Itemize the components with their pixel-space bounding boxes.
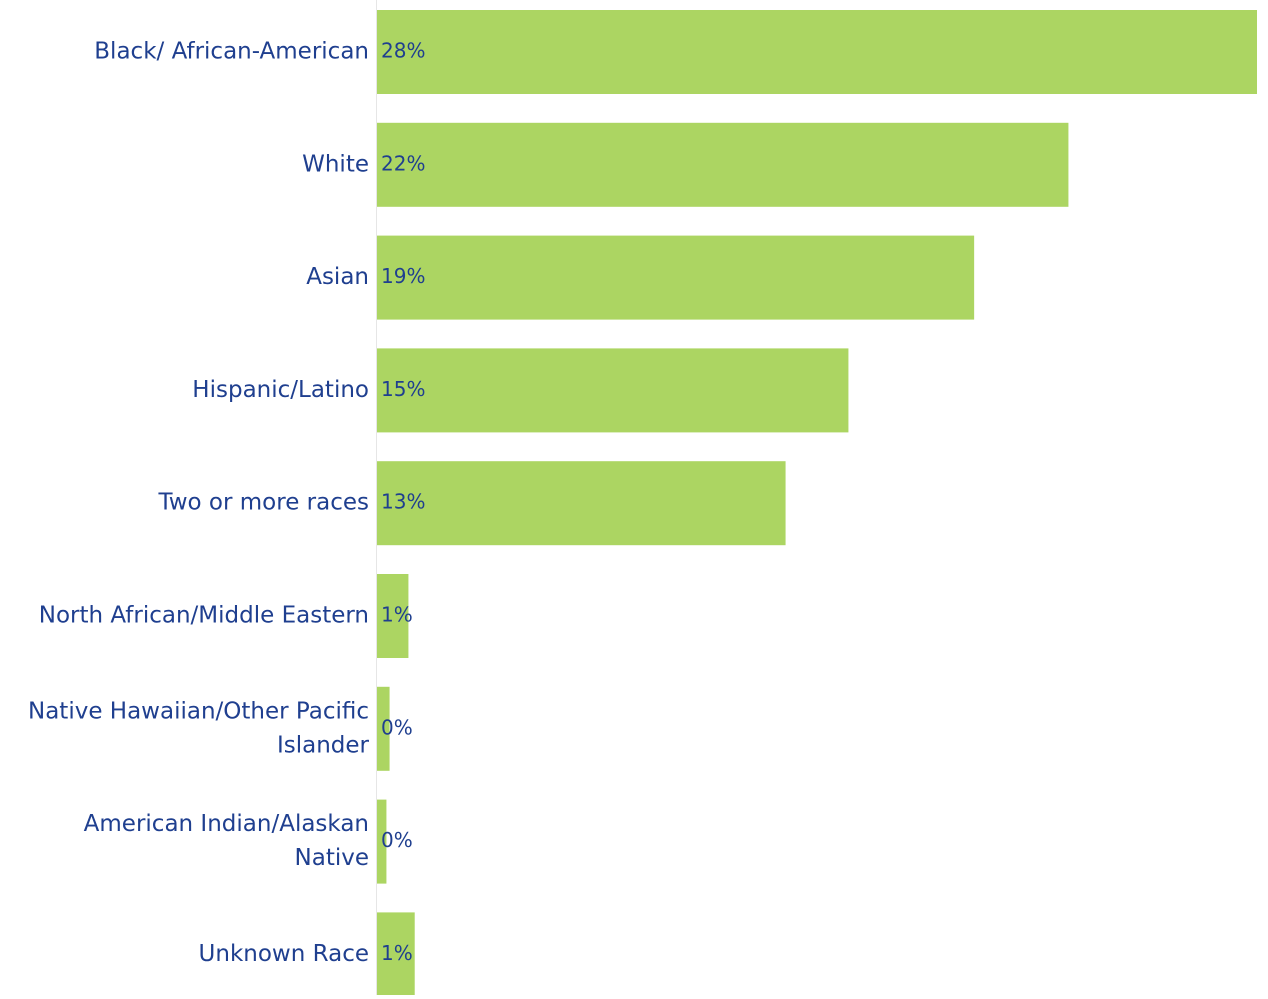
bar xyxy=(377,461,786,546)
data-label: 0% xyxy=(381,715,413,739)
category-label: Native xyxy=(295,845,369,871)
bar xyxy=(377,10,1257,94)
category-label: Islander xyxy=(277,732,370,758)
bar xyxy=(377,122,1069,207)
bar xyxy=(377,686,390,771)
bar xyxy=(377,799,387,884)
category-label: Two or more races xyxy=(158,490,370,516)
category-label: American Indian/Alaskan xyxy=(84,811,369,837)
bar xyxy=(377,574,409,658)
data-label: 1% xyxy=(381,603,413,627)
category-label: North African/Middle Eastern xyxy=(39,603,369,629)
category-label: Hispanic/Latino xyxy=(192,377,369,403)
bar xyxy=(377,235,975,320)
bar xyxy=(377,912,415,997)
data-label: 0% xyxy=(381,828,413,852)
category-label: Native Hawaiian/Other Pacific xyxy=(28,698,369,724)
category-label: White xyxy=(302,151,369,177)
category-label: Asian xyxy=(306,264,369,290)
category-label: Unknown Race xyxy=(199,941,369,967)
data-label: 28% xyxy=(381,39,425,63)
data-label: 1% xyxy=(381,941,413,965)
data-label: 22% xyxy=(381,151,425,175)
bar xyxy=(377,348,849,433)
data-label: 13% xyxy=(381,490,425,514)
data-label: 15% xyxy=(381,377,425,401)
category-label: Black/ African-American xyxy=(94,39,369,65)
data-label: 19% xyxy=(381,264,425,288)
